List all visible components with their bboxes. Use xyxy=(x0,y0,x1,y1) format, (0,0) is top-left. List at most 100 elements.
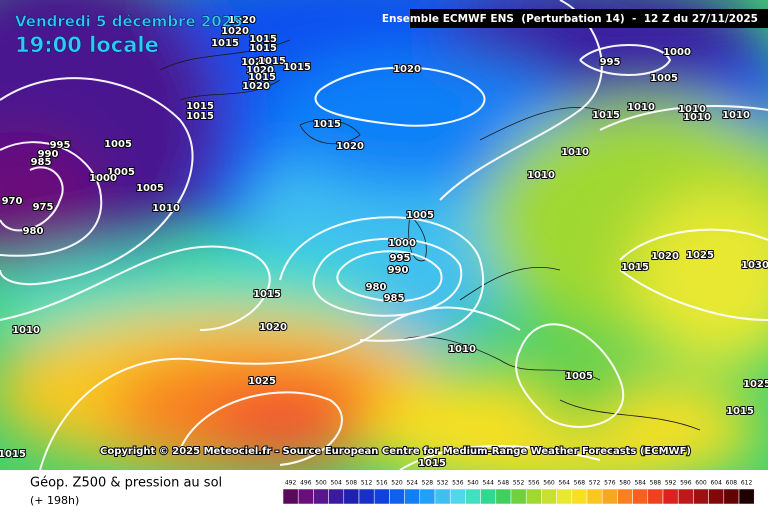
scale-label: 552 xyxy=(513,480,525,487)
isobar-label: 995 xyxy=(600,57,621,68)
scale-label: 560 xyxy=(543,480,555,487)
isobar-label: 1015 xyxy=(249,34,277,45)
copyright: Copyright © 2025 Meteociel.fr - Source E… xyxy=(100,446,691,457)
scale-label: 600 xyxy=(695,480,707,487)
scale-label: 536 xyxy=(452,480,464,487)
scale-label: 532 xyxy=(437,480,449,487)
scale-swatch xyxy=(601,488,618,505)
isobar-label: 995 xyxy=(50,140,71,151)
scale-label: 496 xyxy=(300,480,312,487)
isobar-label: 1015 xyxy=(313,119,341,130)
run-info: Ensemble ECMWF ENS (Perturbation 14) - 1… xyxy=(382,13,758,25)
isobar-label: 1015 xyxy=(726,406,754,417)
scale-swatch xyxy=(708,488,725,505)
isobar-label: 1015 xyxy=(249,43,277,54)
scale-swatch xyxy=(632,488,649,505)
isobar-label: 1030 xyxy=(741,260,768,271)
scale-label: 540 xyxy=(467,480,479,487)
isobar-label: 1015 xyxy=(258,56,286,67)
scale-label: 548 xyxy=(498,480,510,487)
lead-time: (+ 198h) xyxy=(30,494,79,507)
scale-swatch xyxy=(525,488,542,505)
isobar-label: 1015 xyxy=(621,262,649,273)
isobar-label: 1005 xyxy=(136,183,164,194)
scale-swatch xyxy=(556,488,573,505)
scale-swatch xyxy=(404,488,421,505)
date: Vendredi 5 décembre 2025 xyxy=(15,13,243,31)
scale-label: 516 xyxy=(376,480,388,487)
scale-label: 564 xyxy=(558,480,570,487)
isobar-label: 1020 xyxy=(393,64,421,75)
scale-label: 492 xyxy=(285,480,297,487)
scale-swatch xyxy=(662,488,679,505)
isobar-label: 1010 xyxy=(152,203,180,214)
scale-swatch xyxy=(617,488,633,505)
isobar-label: 1025 xyxy=(743,379,768,390)
scale-label: 504 xyxy=(330,480,342,487)
color-scale: 492 496 500 504 508 512 516 520 524 528 532 536 540 5… xyxy=(282,480,755,505)
scale-label: 524 xyxy=(406,480,418,487)
scale-swatch xyxy=(571,488,588,505)
isobar-label: 1020 xyxy=(246,65,274,76)
isobar-label: 980 xyxy=(366,282,387,293)
isobar-label: 1015 xyxy=(283,62,311,73)
scale-swatch xyxy=(343,488,360,505)
isobar-label: 1020 xyxy=(651,251,679,262)
scale-label: 592 xyxy=(665,480,677,487)
isobar-label: 975 xyxy=(33,202,54,213)
scale-swatch xyxy=(693,488,709,505)
scale-swatch xyxy=(434,488,451,505)
isobar-label: 1010 xyxy=(561,147,589,158)
scale-swatch xyxy=(373,488,390,505)
scale-swatch xyxy=(510,488,527,505)
scale-label: 596 xyxy=(680,480,692,487)
isobar-label: 1010 xyxy=(448,344,476,355)
scale-swatch xyxy=(480,488,497,505)
scale-swatch xyxy=(449,488,466,505)
isobar-label: 1015 xyxy=(248,72,276,83)
scale-label: 508 xyxy=(346,480,358,487)
scale-label: 584 xyxy=(634,480,646,487)
isobar-label: 1020 xyxy=(336,141,364,152)
scale-label: 576 xyxy=(604,480,616,487)
isobar-label: 1020 xyxy=(259,322,287,333)
scale-swatch xyxy=(328,488,345,505)
scale-label: 604 xyxy=(710,480,722,487)
isobar-label: 985 xyxy=(384,293,405,304)
scale-swatch xyxy=(495,488,512,505)
isobar-label: 1010 xyxy=(627,102,655,113)
scale-label: 528 xyxy=(422,480,434,487)
scale-label: 612 xyxy=(741,480,753,487)
isobar-label: 990 xyxy=(388,265,409,276)
isobar-label: 1000 xyxy=(388,238,416,249)
isobar-label: 1015 xyxy=(211,38,239,49)
isobar-label: 1000 xyxy=(89,173,117,184)
isobar-label: 980 xyxy=(23,226,44,237)
isobar-label: 1020 xyxy=(241,57,269,68)
scale-swatch xyxy=(586,488,603,505)
isobar-label: 1025 xyxy=(686,250,714,261)
isobar-label: 1015 xyxy=(418,458,446,469)
isobar-label: 1010 xyxy=(12,325,40,336)
scale-swatch xyxy=(313,488,329,505)
isobar-label: 1005 xyxy=(565,371,593,382)
scale-swatch xyxy=(389,488,405,505)
scale-swatch xyxy=(282,488,299,505)
isobars xyxy=(0,0,768,470)
scale-swatch xyxy=(647,488,664,505)
coastlines xyxy=(159,39,701,431)
isobar-label: 1015 xyxy=(186,111,214,122)
isobar-label: 995 xyxy=(390,253,411,264)
isobar-label: 1020 xyxy=(228,15,256,26)
isobar-label: 1015 xyxy=(0,449,26,460)
isobar-label: 1005 xyxy=(104,139,132,150)
scale-swatch xyxy=(738,488,755,505)
isobar-label: 1010 xyxy=(527,170,555,181)
isobar-label: 985 xyxy=(31,157,52,168)
scale-label: 608 xyxy=(726,480,738,487)
isobar-label: 1020 xyxy=(242,81,270,92)
scale-label: 520 xyxy=(391,480,403,487)
isobar-label: 1010 xyxy=(683,112,711,123)
